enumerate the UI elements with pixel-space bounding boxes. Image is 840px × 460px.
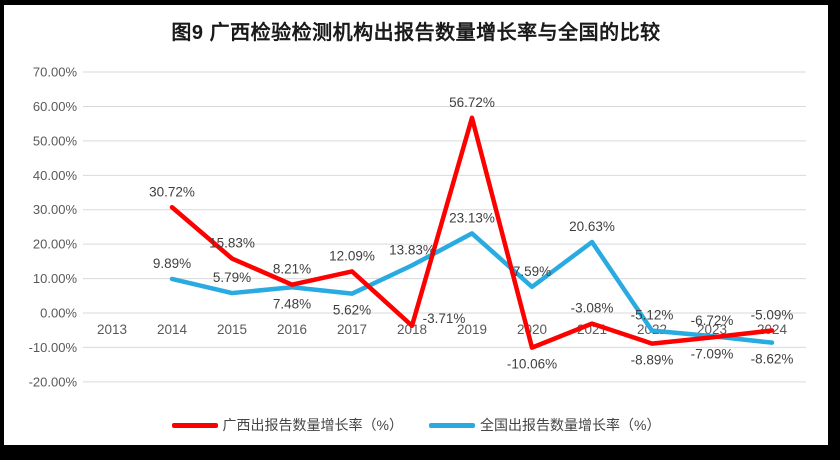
- data-label: -10.06%: [507, 357, 557, 372]
- x-axis-label: 2013: [97, 322, 127, 337]
- data-label: 20.63%: [569, 219, 615, 234]
- chart-canvas: 图9 广西检验检测机构出报告数量增长率与全国的比较 70.00% 60.00% 50…: [4, 5, 828, 445]
- y-axis-tick-label: -20.00%: [29, 374, 78, 389]
- data-label: -3.71%: [423, 311, 466, 326]
- chart-legend: 广西出报告数量增长率（%） 全国出报告数量增长率（%）: [4, 415, 828, 435]
- y-axis-tick-label: 40.00%: [33, 168, 78, 183]
- data-label: -8.62%: [751, 352, 794, 367]
- legend-label-guangxi: 广西出报告数量增长率（%）: [222, 417, 403, 433]
- legend-item-national: 全国出报告数量增长率（%）: [429, 415, 660, 435]
- data-label: 9.89%: [153, 256, 191, 271]
- y-axis-tick-label: 70.00%: [33, 65, 78, 80]
- data-label: 7.59%: [513, 264, 551, 279]
- y-axis-tick-label: 10.00%: [33, 271, 78, 286]
- x-axis-label: 2015: [217, 322, 247, 337]
- data-label: -6.72%: [691, 313, 734, 328]
- legend-line-red: [171, 422, 218, 428]
- legend-item-guangxi: 广西出报告数量增长率（%）: [171, 415, 403, 435]
- series-line-national: [169, 231, 775, 345]
- x-axis-label: 2016: [277, 322, 307, 337]
- chart-title: 图9 广西检验检测机构出报告数量增长率与全国的比较: [171, 22, 661, 44]
- line-chart-plot: 70.00% 60.00% 50.00% 40.00% 30.00% 20.00% 10.0…: [29, 65, 806, 389]
- y-axis-tick-label: 30.00%: [33, 202, 78, 217]
- data-label: 5.79%: [213, 270, 251, 285]
- y-axis-tick-label: 0.00%: [40, 306, 77, 321]
- data-label: -5.09%: [751, 308, 794, 323]
- x-axis-label: 2018: [397, 322, 427, 337]
- data-label: 7.48%: [273, 296, 311, 311]
- data-label: 23.13%: [449, 210, 495, 225]
- data-label: -7.09%: [691, 346, 734, 361]
- data-label: -3.08%: [571, 301, 614, 316]
- y-axis-tick-label: 60.00%: [33, 99, 78, 114]
- legend-label-national: 全国出报告数量增长率（%）: [480, 417, 661, 433]
- x-axis-label: 2014: [157, 322, 188, 337]
- y-axis-tick-label: 20.00%: [33, 237, 78, 252]
- data-label: -8.89%: [631, 353, 674, 368]
- data-label: -5.12%: [631, 308, 674, 323]
- x-axis-label: 2017: [337, 322, 367, 337]
- data-label: 13.83%: [389, 242, 435, 257]
- x-axis-label: 2019: [457, 322, 487, 337]
- legend-line-blue: [429, 422, 475, 428]
- data-label: 30.72%: [149, 184, 195, 199]
- data-label: 56.72%: [449, 95, 495, 110]
- data-label: 15.83%: [209, 236, 255, 251]
- data-label: 5.62%: [333, 303, 371, 318]
- data-label: 12.09%: [329, 248, 375, 263]
- y-axis-tick-label: 50.00%: [33, 133, 78, 148]
- y-axis-tick-label: -10.00%: [29, 340, 78, 355]
- data-label: 8.21%: [273, 262, 311, 277]
- x-axis-label: 2020: [517, 322, 547, 337]
- series-line-guangxi: [169, 115, 775, 350]
